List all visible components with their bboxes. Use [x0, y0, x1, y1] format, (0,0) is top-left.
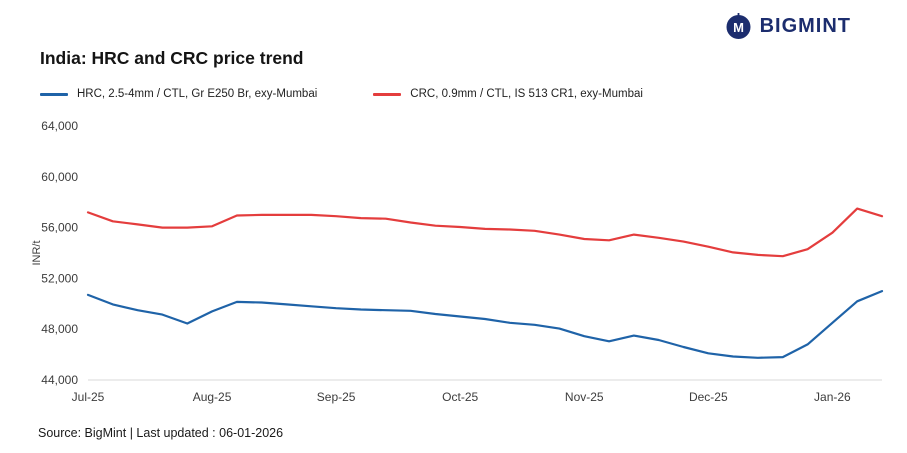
legend-item-hrc: HRC, 2.5-4mm / CTL, Gr E250 Br, exy-Mumb… [40, 88, 317, 100]
y-tick-label: 44,000 [41, 373, 78, 387]
chart-legend: HRC, 2.5-4mm / CTL, Gr E250 Br, exy-Mumb… [40, 88, 643, 100]
chart-area: 44,000 48,000 52,000 56,000 60,000 64,000 Jul-… [28, 108, 890, 412]
crc-legend-label: CRC, 0.9mm / CTL, IS 513 CR1, exy-Mumbai [410, 88, 643, 100]
x-tick-label: Dec-25 [689, 390, 728, 404]
bigmint-logo-text: BIGMINT [759, 15, 851, 37]
legend-item-crc: CRC, 0.9mm / CTL, IS 513 CR1, exy-Mumbai [373, 88, 643, 100]
y-tick-label: 56,000 [41, 221, 78, 235]
x-tick-label: Jul-25 [72, 390, 105, 404]
x-tick-label: Sep-25 [317, 390, 356, 404]
y-tick-label: 52,000 [41, 271, 78, 285]
series-line-hrc [86, 290, 884, 359]
chart-title: India: HRC and CRC price trend [40, 48, 304, 68]
bigmint-logo: M BIGMINT [725, 13, 851, 40]
hrc-line-swatch [40, 92, 68, 96]
crc-line-swatch [373, 92, 402, 96]
y-tick-label: 48,000 [41, 322, 78, 336]
bigmint-logo-icon: M [726, 13, 751, 39]
svg-text:M: M [733, 20, 744, 35]
x-tick-label: Jan-26 [814, 390, 851, 404]
y-tick-label: 60,000 [41, 170, 78, 184]
series-line-crc [86, 207, 884, 258]
y-tick-label: 64,000 [41, 119, 78, 133]
x-tick-label: Aug-25 [193, 390, 232, 404]
x-tick-label: Nov-25 [565, 390, 604, 404]
price-trend-chart: 44,000 48,000 52,000 56,000 60,000 64,000 Jul-… [31, 119, 884, 404]
x-tick-label: Oct-25 [442, 390, 478, 404]
source-note: Source: BigMint | Last updated : 06-01-2… [38, 426, 284, 440]
hrc-legend-label: HRC, 2.5-4mm / CTL, Gr E250 Br, exy-Mumb… [77, 88, 318, 100]
y-axis-title: INR/t [31, 240, 43, 265]
